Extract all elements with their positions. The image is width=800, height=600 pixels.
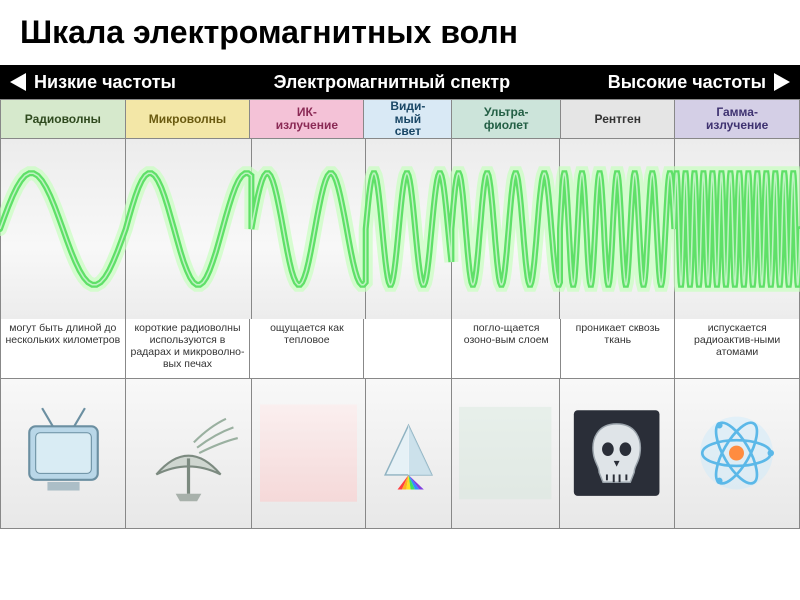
wave-column bbox=[452, 139, 560, 319]
freq-header: Низкие частоты Электромагнитный спектр В… bbox=[0, 65, 800, 99]
wave-column bbox=[252, 139, 366, 319]
arrow-left-icon bbox=[10, 73, 26, 91]
band-header: Види- мый свет bbox=[363, 99, 451, 139]
band-description: могут быть длиной до нескольких километр… bbox=[0, 319, 126, 379]
band-header: Рентген bbox=[560, 99, 674, 139]
icon-row bbox=[0, 379, 800, 529]
band-description: испускается радиоактив-ными атомами bbox=[675, 319, 800, 379]
band-header: Гамма- излучение bbox=[674, 99, 800, 139]
wave-column bbox=[126, 139, 251, 319]
prism-icon bbox=[366, 379, 452, 529]
tv-icon bbox=[0, 379, 126, 529]
radar-icon bbox=[126, 379, 251, 529]
low-freq-label: Низкие частоты bbox=[34, 72, 176, 93]
band-header-row: РадиоволныМикроволныИК- излучениеВиди- м… bbox=[0, 99, 800, 139]
wave-column bbox=[366, 139, 452, 319]
page-title: Шкала электромагнитных волн bbox=[0, 0, 800, 61]
atom-icon bbox=[675, 379, 800, 529]
band-header: ИК- излучение bbox=[249, 99, 363, 139]
uv-icon bbox=[452, 379, 560, 529]
band-header: Радиоволны bbox=[0, 99, 125, 139]
wave-columns bbox=[0, 139, 800, 319]
band-description: погло-щается озоно-вым слоем bbox=[452, 319, 561, 379]
em-spectrum-diagram: Низкие частоты Электромагнитный спектр В… bbox=[0, 65, 800, 585]
wave-column bbox=[560, 139, 674, 319]
wave-column bbox=[0, 139, 126, 319]
infrared-icon bbox=[252, 379, 366, 529]
band-header: Микроволны bbox=[125, 99, 250, 139]
band-description: проникает сквозь ткань bbox=[561, 319, 675, 379]
spectrum-label: Электромагнитный спектр bbox=[184, 72, 600, 93]
wave-column bbox=[675, 139, 800, 319]
high-freq-label: Высокие частоты bbox=[608, 72, 766, 93]
description-row: могут быть длиной до нескольких километр… bbox=[0, 319, 800, 379]
arrow-right-icon bbox=[774, 73, 790, 91]
band-description: короткие радиоволны используются в радар… bbox=[126, 319, 251, 379]
band-description bbox=[364, 319, 452, 379]
xray-icon bbox=[560, 379, 674, 529]
band-header: Ультра- фиолет bbox=[451, 99, 560, 139]
band-description: ощущается как тепловое bbox=[250, 319, 364, 379]
